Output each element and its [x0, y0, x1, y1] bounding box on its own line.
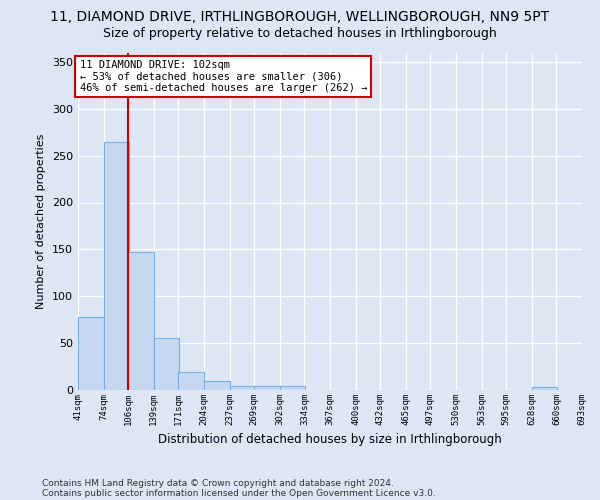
Text: Contains public sector information licensed under the Open Government Licence v3: Contains public sector information licen… [42, 488, 436, 498]
Bar [128, 252, 154, 390]
Text: Contains HM Land Registry data © Crown copyright and database right 2024.: Contains HM Land Registry data © Crown c… [42, 478, 394, 488]
Y-axis label: Number of detached properties: Number of detached properties [37, 134, 46, 309]
Bar [178, 372, 204, 390]
Bar [532, 387, 557, 390]
Text: 11 DIAMOND DRIVE: 102sqm
← 53% of detached houses are smaller (306)
46% of semi-: 11 DIAMOND DRIVE: 102sqm ← 53% of detach… [80, 60, 367, 93]
Bar [204, 380, 230, 390]
Bar [230, 386, 255, 390]
Text: 11, DIAMOND DRIVE, IRTHLINGBOROUGH, WELLINGBOROUGH, NN9 5PT: 11, DIAMOND DRIVE, IRTHLINGBOROUGH, WELL… [50, 10, 550, 24]
X-axis label: Distribution of detached houses by size in Irthlingborough: Distribution of detached houses by size … [158, 434, 502, 446]
Bar [280, 386, 305, 390]
Bar [78, 317, 104, 390]
Bar [254, 386, 280, 390]
Bar [104, 142, 129, 390]
Text: Size of property relative to detached houses in Irthlingborough: Size of property relative to detached ho… [103, 28, 497, 40]
Bar [154, 338, 179, 390]
